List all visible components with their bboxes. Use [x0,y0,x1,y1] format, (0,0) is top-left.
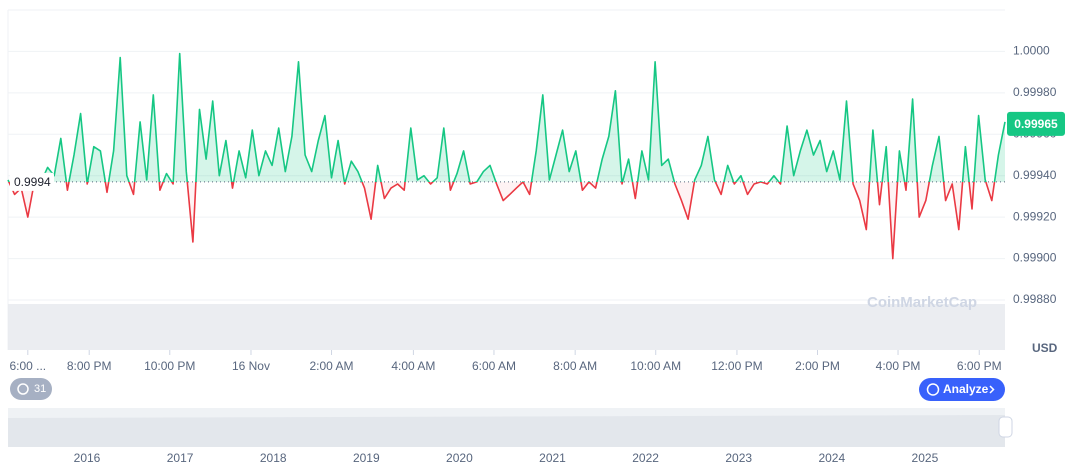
badge[interactable]: 31 [10,378,52,400]
x-tick-label: 6:00 PM [957,359,1002,373]
x-tick-label: 8:00 AM [553,359,597,373]
baseline-label: 0.9994 [14,175,51,189]
navigator-year: 2023 [725,451,752,465]
navigator-year: 2019 [353,451,380,465]
analyze-chevron [989,385,995,394]
current-price-tag [1007,111,1065,136]
currency-label: USD [1032,341,1058,355]
navigator-year: 2025 [912,451,939,465]
badge-icon [17,383,29,395]
x-tick-label: 4:00 AM [391,359,435,373]
navigator-handle[interactable] [998,416,1013,438]
analyze-icon [926,383,940,396]
navigator-year: 2016 [74,451,101,465]
x-tick-label: 2:00 AM [310,359,354,373]
navigator-year: 2018 [260,451,287,465]
baseline-label-bg [10,172,54,191]
x-tick-label: 8:00 PM [67,359,112,373]
current-price: 0.99965 [1014,117,1058,131]
x-tick-label: 10:00 AM [630,359,681,373]
analyze-text: Analyze [943,382,989,396]
y-tick-label: 0.99900 [1013,251,1057,265]
x-tick-label: 10:00 PM [144,359,195,373]
navigator-year: 2024 [818,451,845,465]
x-tick-label: 2:00 PM [795,359,840,373]
x-tick-label: 16 Nov [232,359,270,373]
watermark: CoinMarketCap [867,294,977,311]
x-tick-label: 6:00 AM [472,359,516,373]
y-tick-label: 0.99940 [1013,168,1057,182]
analyze-bg [919,378,1005,401]
y-tick-label: 0.99980 [1013,85,1057,99]
navigator-year: 2017 [167,451,194,465]
y-tick-label: 1.0000 [1013,44,1050,58]
navigator-year: 2021 [539,451,566,465]
navigator-year: 2020 [446,451,473,465]
x-tick-label: 4:00 PM [876,359,921,373]
volume-area [8,304,1005,350]
analyze-button[interactable]: Analyze [919,378,1005,401]
area-fill [8,53,1005,259]
badge-text: 31 [34,383,46,395]
y-tick-label: 0.99880 [1013,292,1057,306]
navigator-year: 2022 [632,451,659,465]
y-tick-label: 0.99920 [1013,209,1057,223]
x-tick-label: 12:00 PM [711,359,762,373]
badge-bg [10,378,52,400]
price-line [7,52,1006,260]
x-tick-label: 6:00 ... [9,359,46,373]
navigator-area [8,415,1005,447]
